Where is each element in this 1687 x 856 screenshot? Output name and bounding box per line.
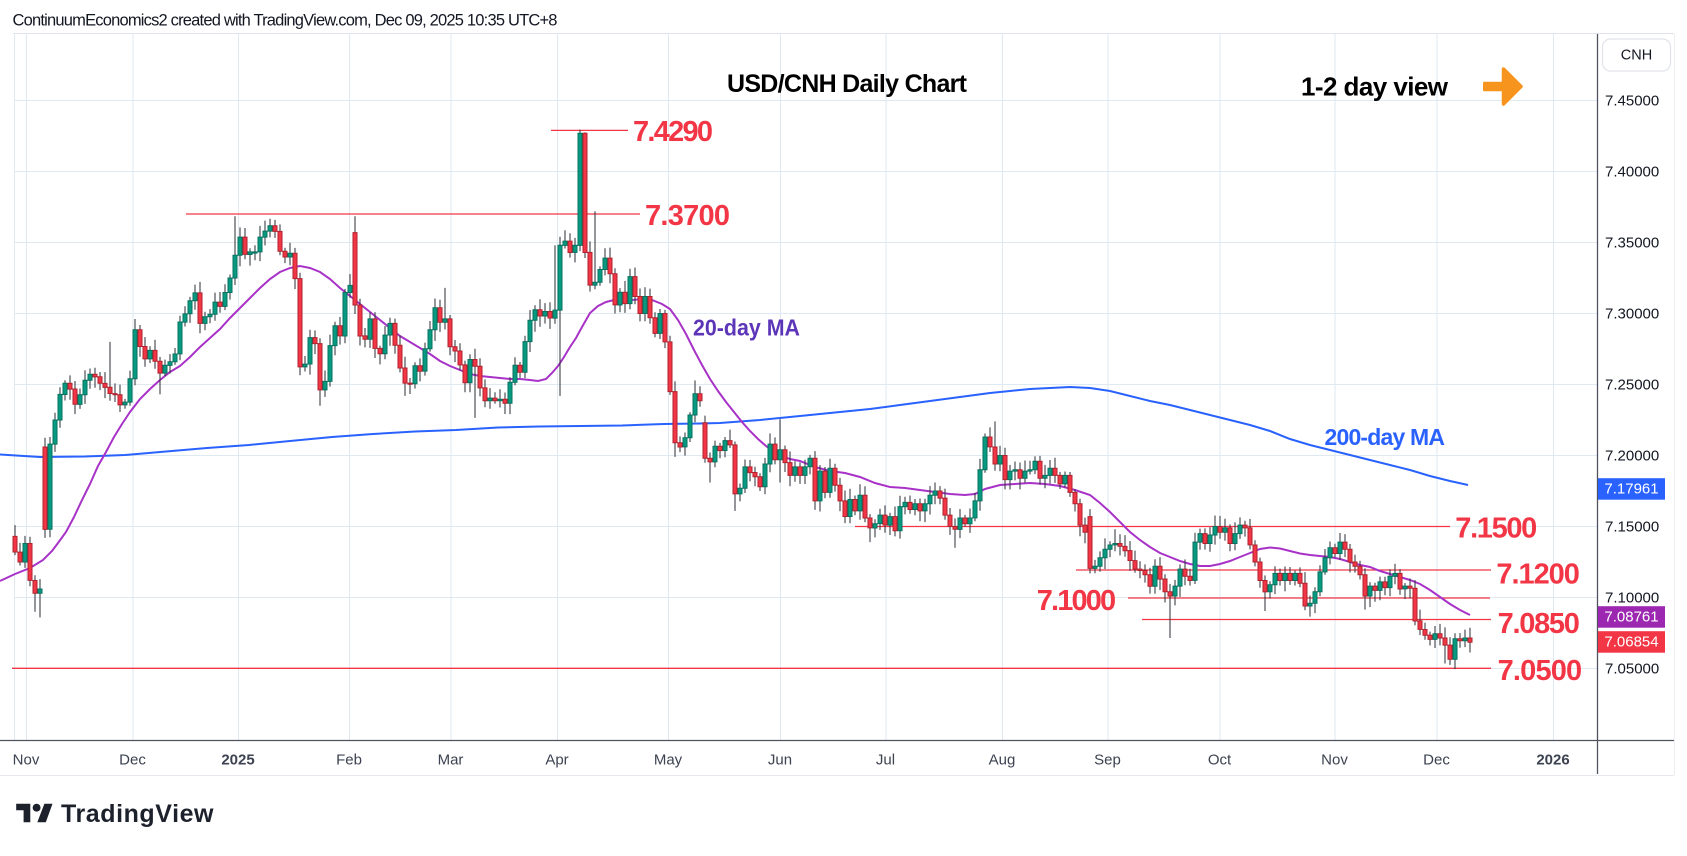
svg-text:7.0850: 7.0850 [1498,608,1580,640]
svg-text:7.1200: 7.1200 [1496,558,1580,590]
svg-text:7.17961: 7.17961 [1604,480,1658,497]
svg-text:Apr: Apr [545,752,568,769]
svg-text:Nov: Nov [1321,752,1348,769]
svg-text:20-day MA: 20-day MA [693,315,800,341]
svg-text:Feb: Feb [336,752,362,769]
svg-text:ContinuumEconomics2 created wi: ContinuumEconomics2 created with Trading… [13,12,558,30]
svg-text:7.10000: 7.10000 [1605,590,1659,607]
svg-text:7.20000: 7.20000 [1605,448,1659,465]
svg-text:Dec: Dec [1423,752,1450,769]
svg-text:7.1500: 7.1500 [1455,513,1537,545]
svg-text:7.4290: 7.4290 [633,116,713,148]
svg-text:2026: 2026 [1536,752,1569,769]
svg-text:7.0500: 7.0500 [1498,655,1583,687]
svg-text:Jun: Jun [768,752,792,769]
svg-text:7.40000: 7.40000 [1605,164,1659,181]
svg-text:7.45000: 7.45000 [1605,93,1659,110]
svg-text:7.3700: 7.3700 [645,200,730,232]
svg-text:Nov: Nov [13,752,40,769]
svg-text:7.08761: 7.08761 [1604,608,1658,625]
svg-text:Aug: Aug [989,752,1016,769]
svg-text:CNH: CNH [1621,48,1652,64]
svg-text:7.05000: 7.05000 [1605,661,1659,678]
svg-text:7.30000: 7.30000 [1605,306,1659,323]
svg-text:Jul: Jul [876,752,895,769]
svg-text:2025: 2025 [221,752,254,769]
svg-text:Sep: Sep [1094,752,1121,769]
svg-text:TradingView: TradingView [61,800,214,828]
svg-text:200-day MA: 200-day MA [1325,424,1446,450]
svg-text:7.15000: 7.15000 [1605,519,1659,536]
svg-text:USD/CNH Daily Chart: USD/CNH Daily Chart [727,70,968,98]
svg-text:Dec: Dec [119,752,146,769]
svg-text:1-2 day view: 1-2 day view [1301,72,1449,102]
svg-text:Oct: Oct [1208,752,1232,769]
svg-text:7.25000: 7.25000 [1605,377,1659,394]
svg-text:7.1000: 7.1000 [1037,585,1117,617]
svg-text:May: May [654,752,683,769]
svg-text:7.06854: 7.06854 [1604,633,1658,650]
svg-text:Mar: Mar [438,752,464,769]
svg-text:7.35000: 7.35000 [1605,235,1659,252]
